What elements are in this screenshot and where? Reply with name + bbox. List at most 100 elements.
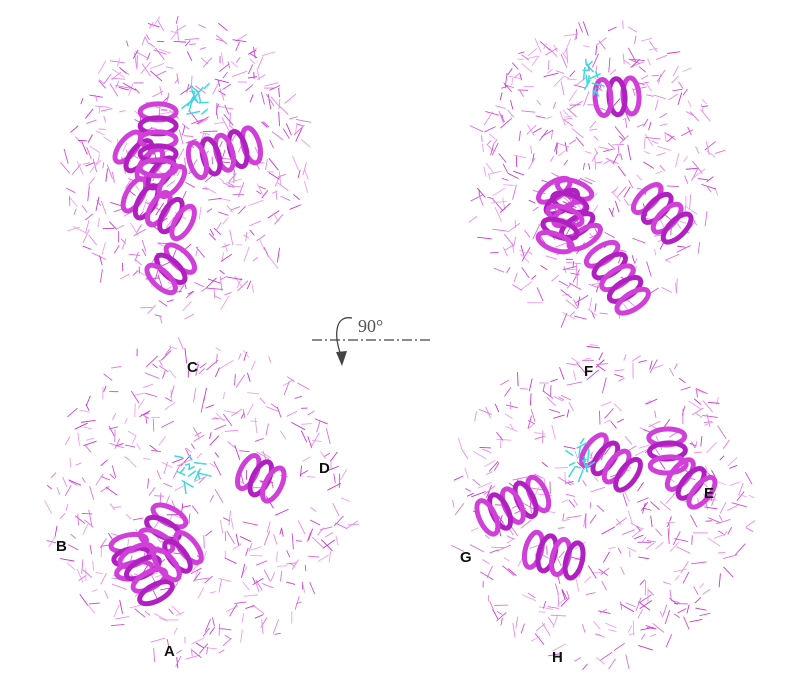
side-chain [274,632,281,635]
side-chain [646,94,654,97]
side-chain [701,183,717,190]
side-chain [70,125,79,133]
side-chain [82,228,90,244]
side-chain [156,470,162,480]
side-chain [232,39,247,43]
side-chain [220,295,230,310]
side-chain [673,568,687,573]
side-chain [551,274,560,282]
side-chain [702,414,718,418]
side-chain [705,465,709,475]
side-chain [632,237,646,244]
side-chain [564,115,572,118]
side-chain [249,94,254,103]
side-chain [218,63,230,72]
side-chain [689,194,692,209]
side-chain [98,106,101,114]
side-chain [154,314,162,317]
side-chain [276,247,280,263]
side-chain [649,359,658,373]
side-chain [648,420,661,428]
side-chain [695,146,700,154]
side-chain [599,312,608,315]
rotation-label: 90° [358,316,383,336]
side-chain [550,378,558,383]
side-chain [97,154,101,161]
side-chain [555,144,558,155]
side-chain [260,451,272,459]
side-chain [271,481,274,488]
side-chain [268,256,279,269]
side-chain [690,514,698,528]
side-chain [575,136,585,147]
helix-turn [614,286,651,316]
side-chain [263,530,271,546]
side-chain [691,167,699,181]
side-chain [95,572,104,575]
side-chain [325,428,331,444]
side-chain [641,536,647,543]
side-chain [240,412,245,419]
side-chain [468,215,478,223]
side-chain [145,392,158,398]
side-chain [300,139,311,148]
side-chain [144,36,150,45]
side-chain [91,589,98,592]
side-chain [503,184,515,186]
side-chain [158,436,166,446]
side-chain [168,608,174,615]
side-chain [471,491,486,498]
helix-turn [137,157,179,179]
side-chain [207,278,222,284]
side-chain [531,55,540,66]
side-chain [101,242,106,255]
side-chain [279,106,289,115]
side-chain [603,148,614,153]
side-chain [193,571,201,582]
side-chain [333,473,336,484]
side-chain [587,308,597,316]
side-chain [219,88,225,101]
side-chain [470,194,484,202]
side-chain [513,170,525,176]
side-chain [135,259,142,266]
side-chain [311,536,324,548]
side-chain [683,616,690,630]
side-chain [208,233,216,241]
side-chain [543,390,554,399]
ligand [189,84,199,93]
side-chain [134,392,145,396]
side-chain [588,452,594,461]
side-chain [623,186,631,198]
side-chain [608,57,611,73]
side-chain [256,234,266,242]
side-chain [258,238,265,251]
side-chain [592,53,599,68]
side-chain [152,16,161,28]
side-chain [98,80,107,89]
side-chain [549,48,558,57]
side-chain [158,617,167,621]
side-chain [245,84,254,92]
side-chain [576,362,587,375]
side-chain [302,584,306,593]
ligand [174,455,184,459]
side-chain [731,502,747,508]
helix-turn [592,77,614,119]
side-chain [684,205,698,215]
side-chain [242,581,250,591]
side-chain [587,565,597,579]
side-chain [86,437,95,441]
side-chain [494,403,500,413]
side-chain [149,62,165,69]
side-chain [490,200,507,204]
side-chain [483,111,494,126]
side-chain [77,139,87,142]
side-chain [553,76,564,87]
helix [521,529,586,581]
side-chain [716,518,731,525]
side-chain [46,484,53,490]
side-chain [240,629,243,643]
helix-turn [613,456,643,493]
side-chain [304,564,307,572]
